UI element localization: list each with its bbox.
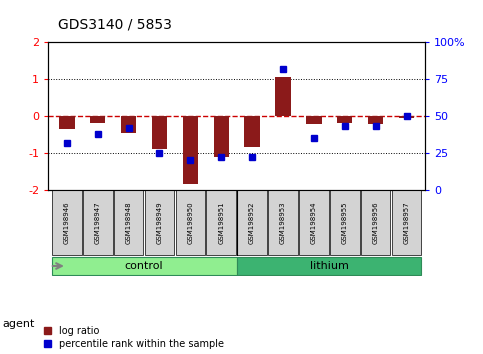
Bar xyxy=(244,116,260,147)
Text: agent: agent xyxy=(2,319,35,329)
Text: control: control xyxy=(125,261,163,270)
Text: GSM198953: GSM198953 xyxy=(280,201,286,244)
Text: lithium: lithium xyxy=(310,261,349,270)
Bar xyxy=(306,116,322,124)
Bar xyxy=(368,116,384,124)
Text: GSM198954: GSM198954 xyxy=(311,201,317,244)
FancyBboxPatch shape xyxy=(52,257,237,275)
Bar xyxy=(337,116,353,123)
Bar xyxy=(213,116,229,156)
Text: GSM198955: GSM198955 xyxy=(342,201,348,244)
FancyBboxPatch shape xyxy=(330,190,359,255)
Legend: log ratio, percentile rank within the sample: log ratio, percentile rank within the sa… xyxy=(43,326,224,349)
FancyBboxPatch shape xyxy=(206,190,236,255)
Text: GSM198951: GSM198951 xyxy=(218,201,224,244)
FancyBboxPatch shape xyxy=(237,257,421,275)
Text: GSM198946: GSM198946 xyxy=(64,201,70,244)
Text: GSM198950: GSM198950 xyxy=(187,201,193,244)
Text: GSM198956: GSM198956 xyxy=(372,201,379,244)
Bar xyxy=(152,116,167,149)
Bar xyxy=(275,78,291,116)
Text: GSM198949: GSM198949 xyxy=(156,201,162,244)
Bar xyxy=(90,116,105,123)
Bar xyxy=(121,116,136,133)
Text: GSM198957: GSM198957 xyxy=(403,201,410,244)
Text: GSM198948: GSM198948 xyxy=(126,201,131,244)
FancyBboxPatch shape xyxy=(144,190,174,255)
FancyBboxPatch shape xyxy=(361,190,390,255)
Text: GSM198952: GSM198952 xyxy=(249,201,255,244)
Bar xyxy=(183,116,198,184)
Bar xyxy=(399,116,414,118)
FancyBboxPatch shape xyxy=(175,190,205,255)
FancyBboxPatch shape xyxy=(52,190,82,255)
Text: GDS3140 / 5853: GDS3140 / 5853 xyxy=(58,18,172,32)
FancyBboxPatch shape xyxy=(237,190,267,255)
FancyBboxPatch shape xyxy=(268,190,298,255)
Bar xyxy=(59,116,74,129)
Text: GSM198947: GSM198947 xyxy=(95,201,101,244)
FancyBboxPatch shape xyxy=(83,190,113,255)
FancyBboxPatch shape xyxy=(299,190,329,255)
FancyBboxPatch shape xyxy=(114,190,143,255)
FancyBboxPatch shape xyxy=(392,190,421,255)
